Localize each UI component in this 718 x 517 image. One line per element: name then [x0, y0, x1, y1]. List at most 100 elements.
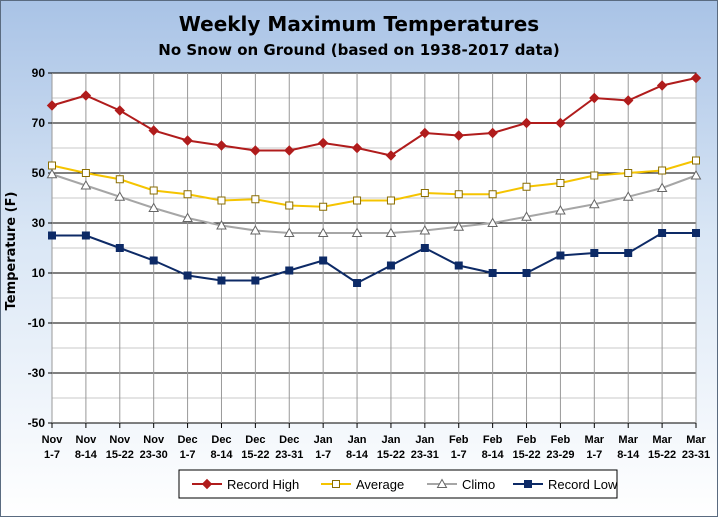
x-tick-label-month: Mar	[686, 434, 706, 446]
data-point-record-low	[183, 271, 192, 280]
x-tick-label-days: 23-29	[546, 449, 574, 461]
gridlines	[51, 72, 697, 424]
y-axis-ticks: 90 70 50 30 10 -10 -30 -50	[28, 66, 52, 430]
legend-label-average: Average	[356, 477, 404, 492]
data-point-average	[454, 190, 463, 199]
data-point-climo	[521, 211, 532, 221]
data-point-record-high	[80, 90, 92, 101]
data-point-record-high	[589, 92, 600, 104]
data-point-record-high	[487, 127, 498, 139]
legend-label-climo: Climo	[462, 477, 495, 492]
data-point-record-low	[48, 231, 56, 240]
data-point-record-low	[420, 244, 429, 252]
data-point-climo	[385, 227, 397, 237]
data-point-average	[319, 202, 328, 211]
data-point-climo	[656, 182, 668, 192]
x-tick-label-days: 8-14	[617, 449, 640, 461]
data-point-climo	[351, 227, 363, 237]
data-point-average	[285, 201, 294, 210]
series-line-climo	[51, 173, 697, 234]
legend-marker-climo	[436, 478, 448, 488]
y-axis-label: Temperature (F)	[4, 192, 19, 311]
data-point-record-low	[624, 249, 633, 257]
x-tick-label-days: 15-22	[241, 449, 269, 461]
data-point-record-low	[251, 276, 260, 285]
x-tick-label-month: Nov	[109, 434, 131, 446]
data-point-record-high	[317, 137, 329, 149]
y-tick-label: 90	[32, 66, 46, 80]
data-point-record-low	[692, 229, 700, 237]
data-point-average	[115, 175, 124, 184]
data-point-record-low	[115, 244, 124, 252]
data-point-record-low	[590, 249, 599, 257]
data-point-climo	[588, 198, 600, 209]
x-tick-label-days: 8-14	[482, 449, 505, 461]
series-lines	[46, 72, 702, 287]
legend-marker-record-high	[201, 478, 213, 490]
data-point-climo	[216, 219, 227, 230]
data-point-climo	[419, 224, 431, 235]
legend-label-record-high: Record High	[227, 477, 299, 492]
data-point-climo	[622, 191, 634, 201]
data-point-record-low	[522, 269, 531, 277]
x-tick-label-month: Nov	[76, 434, 98, 446]
x-tick-label-days: 15-22	[512, 449, 540, 461]
data-point-record-high	[250, 145, 261, 156]
y-tick-label: -10	[28, 316, 46, 330]
x-tick-label-days: 15-22	[377, 449, 405, 461]
x-tick-label-month: Mar	[652, 434, 672, 446]
data-point-average	[353, 196, 362, 205]
x-tick-label-month: Dec	[177, 434, 197, 446]
data-point-record-high	[148, 125, 159, 136]
data-point-climo	[182, 212, 193, 222]
data-point-record-low	[319, 256, 328, 265]
data-point-climo	[555, 204, 566, 215]
data-point-climo	[114, 191, 126, 201]
x-tick-label-days: 23-31	[275, 449, 303, 461]
legend-box	[178, 469, 618, 499]
x-tick-label-days: 15-22	[648, 449, 676, 461]
data-point-record-high	[114, 105, 125, 116]
data-point-record-low	[217, 276, 226, 285]
x-tick-label-month: Mar	[585, 434, 605, 446]
data-point-record-high	[419, 127, 431, 139]
x-tick-label-days: 1-7	[180, 449, 196, 461]
chart-subtitle: No Snow on Ground (based on 1938-2017 da…	[158, 41, 559, 59]
data-point-climo	[453, 221, 465, 231]
y-tick-label: 10	[32, 266, 46, 280]
data-point-average	[81, 169, 90, 177]
legend-label-record-low: Record Low	[548, 477, 618, 492]
x-tick-label-month: Jan	[348, 434, 367, 446]
data-point-average	[556, 179, 565, 187]
chart-title: Weekly Maximum Temperatures	[179, 12, 539, 36]
data-point-record-high	[555, 117, 566, 129]
data-point-record-high	[216, 140, 227, 151]
x-tick-label-days: 1-7	[586, 449, 602, 461]
data-point-record-low	[658, 229, 667, 237]
legend-marker-average	[332, 480, 340, 488]
x-tick-label-days: 8-14	[346, 449, 369, 461]
data-point-climo	[80, 179, 92, 190]
data-point-record-high	[521, 117, 532, 129]
x-tick-label-days: 15-22	[106, 449, 134, 461]
data-point-record-low	[488, 269, 497, 277]
x-tick-label-days: 23-31	[682, 449, 710, 461]
x-tick-label-month: Jan	[381, 434, 400, 446]
data-point-average	[522, 182, 531, 191]
x-axis-ticks: Nov 1-7 Nov 8-14 Nov 15-22 Nov 23-30 Dec 1-7 Dec 8-…	[42, 423, 710, 461]
data-point-record-high	[182, 135, 193, 146]
data-point-average	[624, 169, 633, 177]
x-tick-label-days: 23-30	[140, 449, 168, 461]
data-point-average	[149, 186, 158, 195]
x-tick-label-month: Nov	[143, 434, 165, 446]
y-tick-label: 30	[32, 216, 46, 230]
data-point-record-low	[149, 256, 158, 265]
data-point-average	[217, 196, 226, 205]
data-point-climo	[487, 217, 498, 227]
data-point-average	[386, 196, 395, 205]
data-point-record-high	[656, 80, 668, 91]
data-point-record-low	[386, 261, 395, 270]
x-tick-label-days: 23-31	[411, 449, 439, 461]
data-point-record-low	[353, 279, 362, 287]
